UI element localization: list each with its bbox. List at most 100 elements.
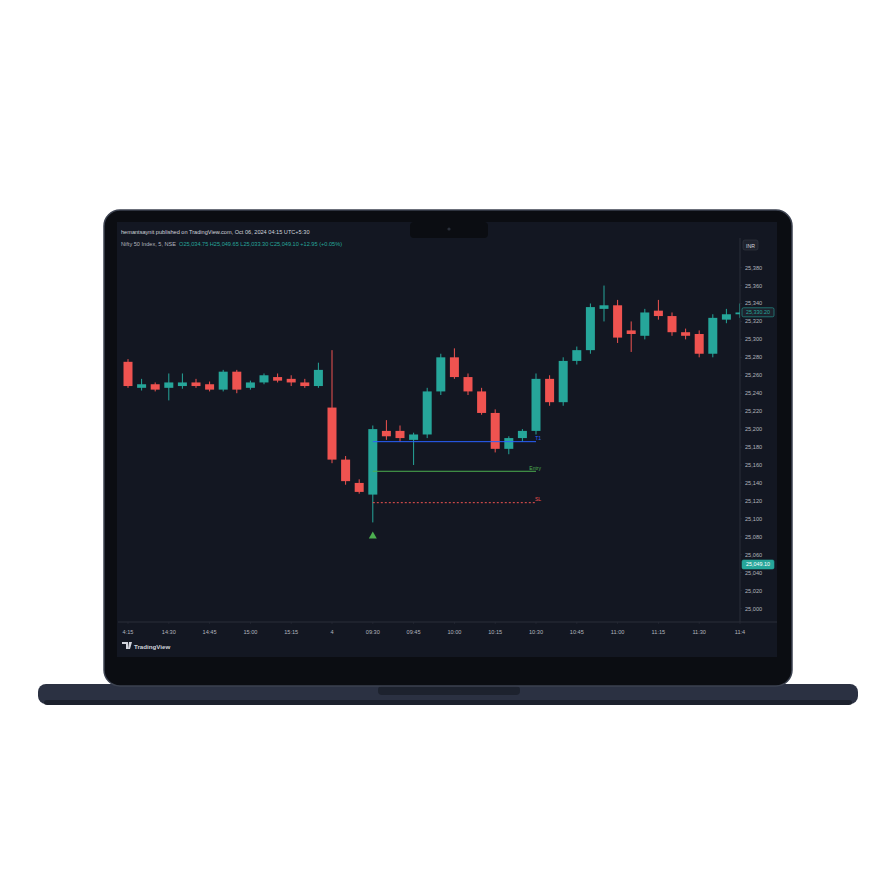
candle-body	[627, 330, 636, 334]
x-tick-label: 4	[330, 629, 333, 635]
candle-body	[477, 391, 486, 413]
x-tick-label: 14:45	[203, 629, 217, 635]
y-tick	[740, 518, 742, 519]
laptop-bezel	[104, 210, 792, 686]
level-line	[373, 471, 536, 472]
y-tick-label: 25,140	[745, 480, 762, 486]
ohlc-legend: O25,034.75 H25,049.65 L25,033.30 C25,049…	[179, 241, 342, 247]
price-tag	[742, 560, 774, 569]
y-tick	[740, 357, 742, 358]
x-tick-label: 10:15	[488, 629, 502, 635]
candle-body	[491, 413, 500, 449]
candle-wick	[604, 286, 605, 322]
x-tick-label: 11:00	[611, 629, 625, 635]
x-tick	[536, 622, 537, 624]
y-tick	[740, 482, 742, 483]
level-label: T1	[535, 435, 541, 441]
y-tick-label: 25,320	[745, 318, 762, 324]
level-label: Entry	[529, 465, 541, 471]
candle-body	[192, 382, 201, 386]
x-tick-label: 11:30	[692, 629, 706, 635]
candle-wick	[386, 420, 387, 440]
x-tick-label: 10:00	[447, 629, 461, 635]
level-line	[373, 441, 536, 442]
candle-body	[464, 377, 473, 391]
candle-body	[436, 357, 445, 391]
y-tick-label: 25,380	[745, 265, 762, 271]
candle-body	[232, 372, 241, 390]
x-tick-label: 15:15	[284, 629, 298, 635]
y-tick-label: 25,020	[745, 588, 762, 594]
level-label: SL	[535, 496, 541, 502]
y-tick-label: 25,220	[745, 408, 762, 414]
candle-body	[736, 312, 741, 314]
y-tick-label: 25,060	[745, 552, 762, 558]
laptop-hinge	[378, 686, 520, 695]
y-tick	[740, 321, 742, 322]
y-tick-label: 25,080	[745, 534, 762, 540]
y-tick	[740, 447, 742, 448]
signal-marker	[369, 531, 377, 538]
candle-body	[409, 434, 418, 439]
x-tick-label: 10:30	[529, 629, 543, 635]
candles	[124, 286, 741, 523]
x-tick	[576, 622, 577, 624]
candle-body	[708, 318, 717, 354]
x-tick-label: 11:4	[735, 629, 745, 635]
x-tick	[454, 622, 455, 624]
price-tag	[742, 308, 774, 317]
stage: hemantsaynit published on TradingView.co…	[0, 0, 896, 896]
candle-body	[178, 382, 187, 386]
candle-body	[559, 361, 568, 402]
camera	[447, 227, 450, 230]
y-tick	[740, 536, 742, 537]
candle-body	[151, 384, 160, 389]
y-tick-label: 25,340	[745, 300, 762, 306]
price-tag-label: 25,049.10	[746, 561, 770, 567]
y-tick	[740, 303, 742, 304]
candle-body	[314, 370, 323, 386]
y-tick-label: 25,160	[745, 462, 762, 468]
candle-wick	[182, 373, 183, 388]
y-axis-line	[740, 238, 741, 622]
candle-body	[504, 438, 513, 449]
y-tick-label: 25,260	[745, 372, 762, 378]
candle-body	[722, 314, 731, 319]
x-tick-label: 15:00	[243, 629, 257, 635]
candle-body	[124, 362, 133, 386]
candle-wick	[740, 303, 741, 317]
x-tick-label: 4:15	[123, 629, 134, 635]
laptop-base-edge	[44, 700, 852, 705]
candle-body	[287, 379, 296, 383]
y-tick	[740, 375, 742, 376]
price-tag-label: 25,330.20	[746, 309, 770, 315]
x-tick	[372, 622, 373, 624]
y-tick-label: 25,100	[745, 516, 762, 522]
candle-body	[355, 483, 364, 492]
candle-body	[382, 431, 391, 436]
laptop-base	[38, 684, 858, 704]
y-tick-label: 25,000	[745, 606, 762, 612]
candle-body	[328, 408, 337, 460]
x-tick-label: 14:30	[162, 629, 176, 635]
candle-body	[368, 429, 377, 494]
x-tick-label: 10:45	[570, 629, 584, 635]
candle-body	[219, 372, 228, 390]
notch	[410, 222, 488, 238]
y-tick	[740, 429, 742, 430]
y-tick	[740, 339, 742, 340]
candle-body	[300, 382, 309, 386]
y-tick-label: 25,040	[745, 570, 762, 576]
header: hemantsaynit published on TradingView.co…	[121, 229, 310, 235]
candle-body	[260, 375, 269, 382]
candle-body	[572, 350, 581, 361]
candle-body	[164, 382, 173, 387]
y-tick-label: 25,120	[745, 498, 762, 504]
x-tick	[413, 622, 414, 624]
x-tick	[209, 622, 210, 624]
x-tick	[495, 622, 496, 624]
candle-body	[545, 379, 554, 402]
level-line	[373, 502, 536, 503]
y-tick-label: 25,300	[745, 336, 762, 342]
candle-body	[205, 384, 214, 389]
